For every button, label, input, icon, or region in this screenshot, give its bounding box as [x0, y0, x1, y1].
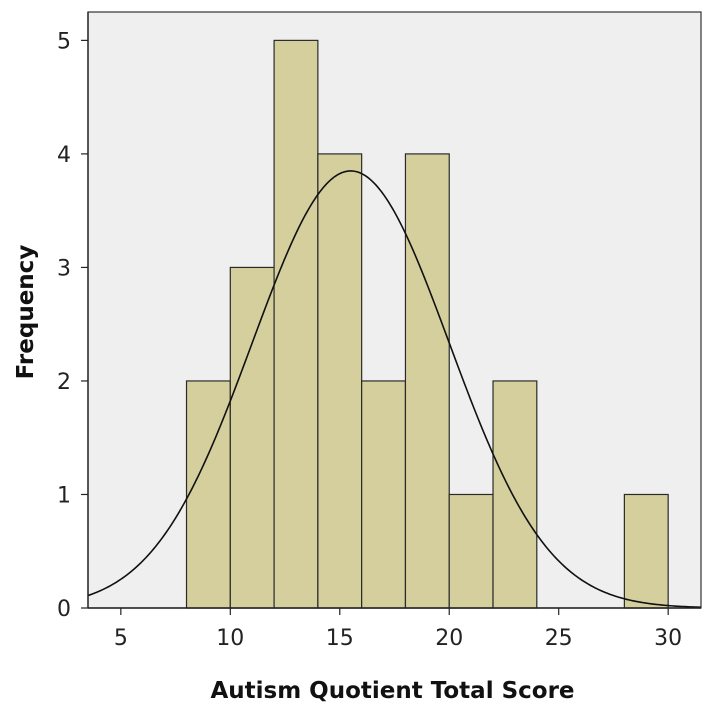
x-axis-title: Autism Quotient Total Score — [210, 678, 574, 704]
y-tick-label: 1 — [57, 483, 71, 508]
y-tick-label: 0 — [57, 597, 71, 622]
histogram-bar-2 — [273, 39, 319, 609]
histogram-bar-4 — [361, 380, 407, 609]
x-tick-label: 10 — [216, 626, 244, 651]
histogram-bar-5 — [404, 153, 450, 609]
axes: 5 10 15 20 25 30 0 1 2 3 4 5 — [57, 12, 701, 651]
bars — [185, 39, 669, 609]
x-tick-label: 15 — [326, 626, 354, 651]
normal-curve — [87, 170, 702, 609]
x-tick-label: 20 — [435, 626, 463, 651]
histogram-bar-0 — [185, 380, 231, 609]
x-tick-label: 5 — [114, 626, 128, 651]
histogram-bar-1 — [229, 266, 275, 609]
y-tick-label: 2 — [57, 370, 71, 395]
x-tick-label: 30 — [654, 626, 682, 651]
y-axis-title: Frequency — [13, 245, 39, 380]
histogram-bar-3 — [317, 153, 363, 609]
y-tick-label: 3 — [57, 256, 71, 281]
x-tick-label: 25 — [545, 626, 573, 651]
y-tick-label: 5 — [57, 29, 71, 54]
histogram-bar-7 — [492, 380, 538, 609]
histogram-bar-6 — [448, 493, 494, 609]
histogram-bar-8 — [623, 493, 669, 609]
y-tick-label: 4 — [57, 143, 71, 168]
